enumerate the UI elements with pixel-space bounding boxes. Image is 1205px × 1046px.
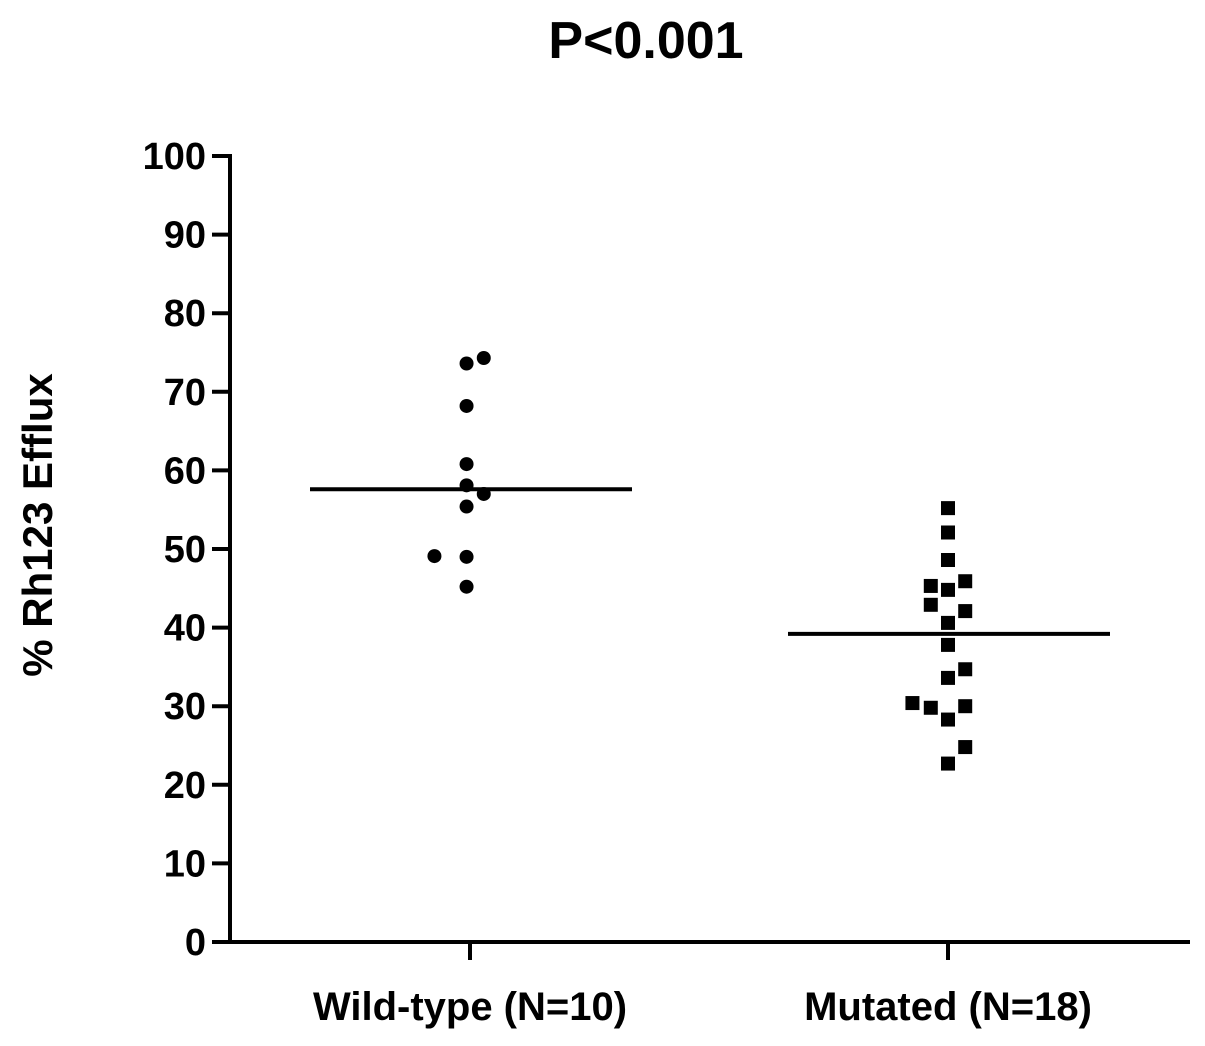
data-point-square	[941, 670, 955, 685]
data-point-circle	[427, 549, 442, 564]
data-point-square	[958, 662, 973, 677]
x-tick-label: Mutated (N=18)	[804, 985, 1092, 1029]
x-tick-label: Wild-type (N=10)	[313, 985, 627, 1029]
y-tick-label: 100	[143, 136, 206, 178]
y-tick-label: 60	[164, 450, 206, 492]
data-point-square	[941, 615, 955, 630]
data-marks	[310, 351, 1110, 771]
data-point-square	[941, 712, 955, 727]
data-point-circle	[459, 549, 474, 564]
y-tick-label: 50	[164, 529, 206, 571]
data-point-circle	[459, 356, 474, 371]
y-tick-label: 80	[164, 293, 206, 335]
data-point-circle	[459, 457, 474, 472]
data-point-square	[958, 574, 973, 589]
y-tick-label: 0	[185, 922, 206, 964]
y-axis-label: % Rh123 Efflux	[14, 373, 61, 677]
data-point-circle	[459, 398, 474, 413]
data-point-circle	[476, 351, 491, 366]
y-tick-label: 30	[164, 686, 206, 728]
y-tick-label: 90	[164, 215, 206, 257]
data-point-square	[958, 740, 973, 755]
data-point-square	[941, 525, 955, 540]
data-point-square	[958, 604, 973, 619]
data-point-circle	[459, 579, 474, 594]
y-tick-label: 40	[164, 608, 206, 650]
data-point-square	[923, 597, 938, 612]
data-point-square	[941, 501, 955, 516]
y-tick-label: 20	[164, 765, 206, 807]
chart-title: P<0.001	[548, 12, 743, 70]
data-point-square	[941, 553, 955, 568]
data-point-square	[905, 696, 920, 711]
data-point-square	[941, 637, 955, 652]
data-point-square	[958, 699, 973, 714]
data-point-square	[923, 700, 938, 715]
y-tick-label: 10	[164, 843, 206, 885]
data-point-square	[941, 582, 955, 597]
y-tick-label: 70	[164, 372, 206, 414]
axes: 0 10 20 30 40 50 60 70 80 90 100 Wild-type (N=10) Mu…	[143, 136, 1190, 1029]
data-point-circle	[459, 499, 474, 514]
data-point-square	[941, 756, 955, 771]
data-point-square	[923, 578, 938, 593]
